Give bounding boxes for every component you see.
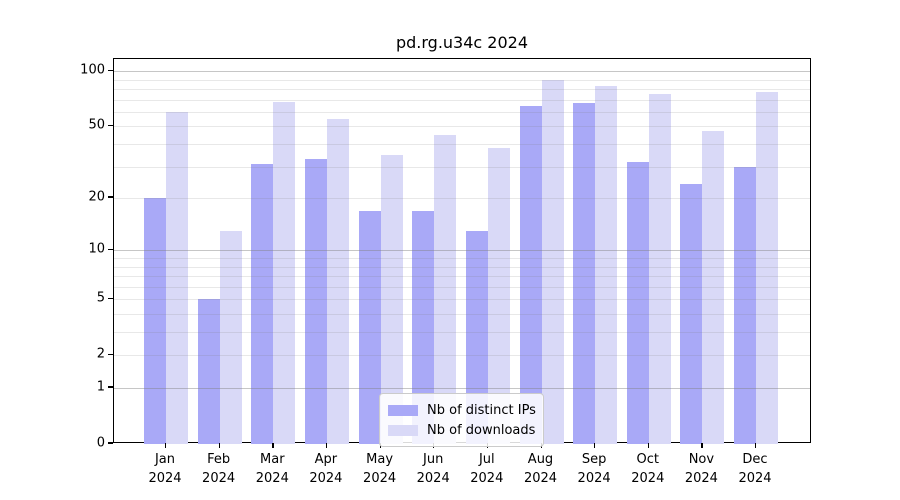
bar-downloads-jul [487,148,510,444]
gridline-3 [114,332,810,333]
gridline-90 [114,79,810,81]
gridline-5 [114,299,810,301]
y-tick-label-1: 1 [96,379,105,395]
bar-downloads-dec [756,92,778,444]
y-tick-label-10: 10 [88,241,105,257]
x-tick-mark [755,443,757,448]
bar-distinct-ips-mar [251,164,274,444]
y-tick-label-50: 50 [88,117,105,133]
bar-downloads-aug [541,79,564,444]
bar-distinct-ips-oct [626,161,649,444]
gridline-9 [114,258,810,259]
x-tick-label-sep: Sep 2024 [577,452,611,486]
x-tick-label-jun: Jun 2024 [416,452,450,486]
x-tick-label-may: May 2024 [363,452,397,486]
y-tick-mark [108,248,113,250]
y-tick-label-2: 2 [96,346,105,362]
x-tick-label-feb: Feb 2024 [202,452,236,486]
x-tick-label-jul: Jul 2024 [470,452,504,486]
bars-layer [114,59,810,444]
bar-downloads-nov [702,131,725,444]
y-tick-mark [108,69,113,71]
gridline-80 [114,88,810,90]
gridline-30 [114,166,810,168]
x-tick-label-aug: Aug 2024 [523,452,558,486]
bar-distinct-ips-aug [519,105,542,444]
gridline-6 [114,286,810,288]
y-tick-label-0: 0 [96,435,105,451]
y-tick-mark [108,124,113,126]
x-tick-label-dec: Dec 2024 [738,452,772,486]
x-tick-mark [701,443,703,448]
y-tick-label-100: 100 [80,62,105,78]
gridline-2 [114,355,810,357]
y-tick-mark [108,442,113,444]
x-tick-label-oct: Oct 2024 [631,452,665,486]
x-tick-label-jan: Jan 2024 [148,452,182,486]
gridline-40 [114,143,810,145]
x-tick-mark [325,443,328,448]
bar-downloads-sep [595,86,618,444]
bar-distinct-ips-nov [680,183,703,444]
bar-distinct-ips-feb [197,299,220,444]
bar-downloads-jan [166,111,188,444]
gridline-20 [114,198,810,199]
bar-distinct-ips-jan [144,198,166,444]
bar-downloads-apr [326,118,349,444]
bar-distinct-ips-sep [573,103,596,444]
gridline-60 [114,111,810,113]
x-tick-label-mar: Mar 2024 [255,452,289,486]
x-tick-label-apr: Apr 2024 [309,452,343,486]
x-tick-mark [647,443,650,448]
legend-swatch-distinct-ips [388,404,418,416]
bar-downloads-feb [219,230,242,444]
x-tick-mark [165,443,167,448]
gridline-7 [114,276,810,277]
chart-title: pd.rg.u34c 2024 [395,33,529,52]
x-tick-mark [218,443,220,448]
bar-distinct-ips-jun [412,210,435,444]
legend-label-downloads: Nb of downloads [427,422,536,438]
plot-area [113,58,811,444]
gridline-10 [114,250,810,252]
legend-item-downloads: Nb of downloads [388,420,535,440]
gridline-50 [114,126,810,128]
legend-label-distinct-ips: Nb of distinct IPs [427,402,536,418]
bar-distinct-ips-jul [465,230,488,444]
bar-downloads-mar [273,101,296,444]
x-tick-mark [594,443,596,448]
y-tick-label-5: 5 [96,290,105,306]
x-tick-mark [272,443,274,448]
x-tick-label-nov: Nov 2024 [684,452,718,486]
y-tick-mark [108,386,113,388]
bar-distinct-ips-dec [734,166,756,444]
gridline-8 [114,266,810,268]
y-tick-label-20: 20 [88,189,105,205]
gridline-1 [114,388,810,389]
gridline-4 [114,314,810,315]
y-tick-mark [108,353,113,355]
legend: Nb of distinct IPs Nb of downloads [379,393,544,447]
bar-downloads-jun [434,134,457,444]
bar-distinct-ips-apr [304,159,327,444]
legend-swatch-downloads [388,424,418,436]
legend-item-distinct-ips: Nb of distinct IPs [388,400,536,420]
bar-downloads-oct [648,94,671,444]
gridlines-layer [114,59,810,442]
gridline-100 [114,71,810,73]
bar-distinct-ips-may [358,210,381,444]
gridline-70 [114,99,810,101]
y-tick-mark [108,196,113,198]
y-tick-mark [108,297,113,299]
bar-downloads-may [380,154,403,444]
